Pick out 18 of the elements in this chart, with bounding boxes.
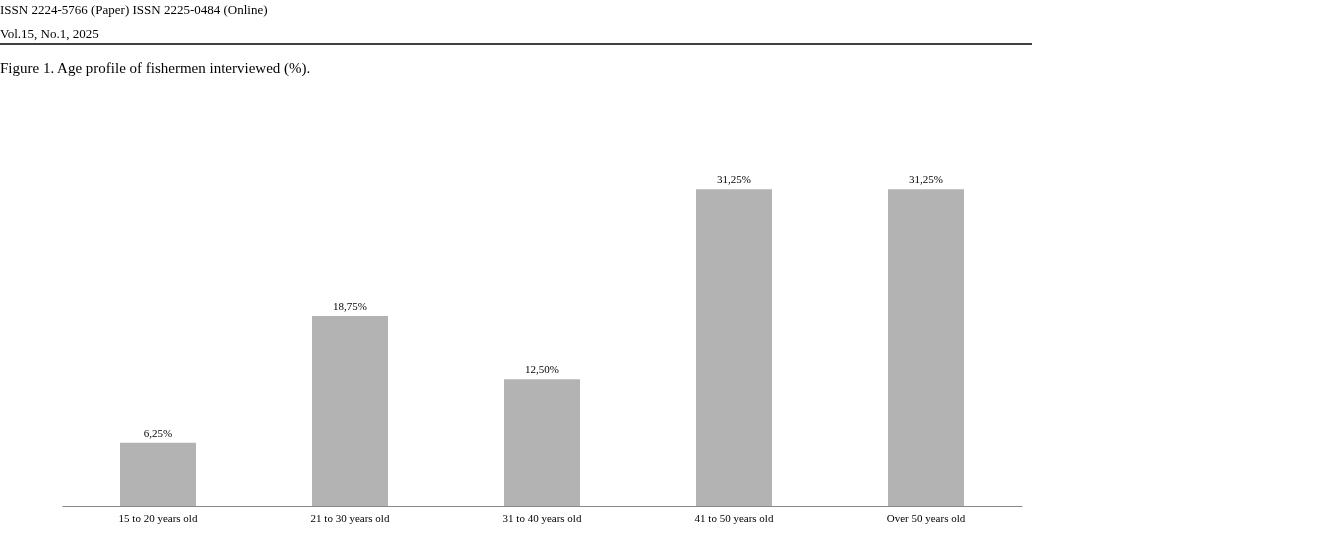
bar — [504, 379, 580, 506]
x-tick-label: Over 50 years old — [886, 511, 966, 524]
bar — [696, 189, 772, 506]
chart-title: Figure 1. Age profile of fishermen interviewed (%). — [0, 60, 311, 77]
data-label: 12,50% — [525, 363, 559, 376]
x-tick-label: 21 to 30 years old — [310, 511, 390, 524]
bar — [888, 189, 964, 506]
x-tick-label: 15 to 20 years old — [118, 511, 198, 524]
x-tick-label: 41 to 50 years old — [694, 511, 774, 524]
text: ISSN 2224-5766 (Paper) ISSN 2225-0484 (Online) — [0, 2, 268, 17]
data-label: 18,75% — [333, 300, 367, 312]
bar — [120, 442, 196, 506]
data-label: 31,25% — [909, 173, 943, 186]
x-tick-label: 31 to 40 years old — [502, 511, 582, 524]
data-label: 31,25% — [717, 173, 751, 186]
data-label: 6,25% — [143, 426, 173, 439]
text: Vol.15, No.1, 2025 — [0, 26, 99, 41]
bar — [312, 316, 388, 506]
